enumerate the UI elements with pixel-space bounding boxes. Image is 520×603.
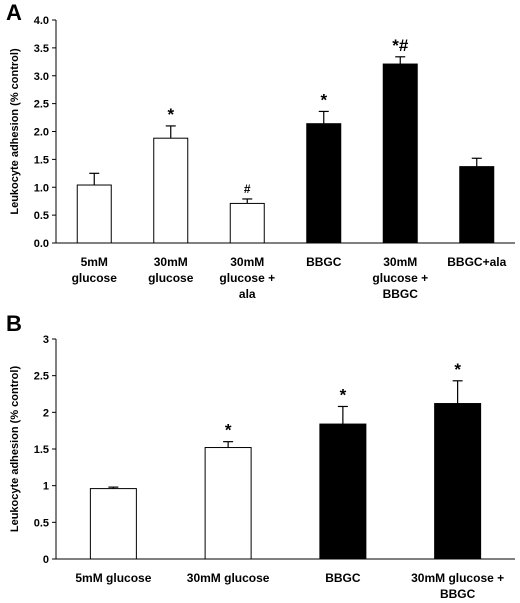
panel-a-y-tick-label: 1.0 [34,182,49,194]
panel-a-bar [459,166,495,244]
panel-a-category-label: 30mM glucose + ala [219,255,275,301]
panel-b-bar [89,488,137,560]
panel-a-significance-mark: * [320,90,327,109]
panel-a-y-tick-label: 0.5 [34,210,49,222]
panel-b-y-tick-label: 2 [43,407,49,419]
chart-panel-b: 0 0.5 1 1.5 2 2.5 3 Leukocyte adhesion (% contr… [9,334,515,601]
panel-a-y-axis-title: Leukocyte adhesion (% control) [9,48,21,215]
panel-b-y-tick-label: 2.5 [34,371,49,383]
panel-b-y-tick-label: 0 [43,554,49,566]
panel-a-bar [76,184,112,244]
panel-a-y-tick-label: 4.0 [34,15,49,27]
panel-letter-b: B [6,311,22,336]
panel-b-bar [319,423,367,560]
panel-a-category-label: 30mM glucose + BBGC [372,255,428,301]
panel-a-bar [306,123,342,244]
panel-a-y-tick-label: 1.5 [34,154,49,166]
panel-a-bar [153,137,189,244]
panel-a-y-tick-label: 3.5 [34,43,49,55]
panel-b-significance-mark: * [340,385,347,404]
panel-b-bar [434,403,482,560]
panel-b-category-label: 30mM glucose + BBGC [411,571,504,601]
panel-b-significance-mark: * [225,421,232,440]
panel-a-bar [382,63,418,244]
panel-a-category-label: BBGC [306,255,342,269]
panel-b-y-tick-label: 0.5 [34,517,49,529]
panel-a-y-tick-label: 0.0 [34,238,49,250]
panel-a-significance-mark: * [167,105,174,124]
panel-a-category-label: BBGC+ala [447,255,506,269]
panel-a-y-tick-label: 3.0 [34,71,49,83]
panel-b-y-tick-label: 1.5 [34,444,49,456]
panel-letter-a: A [6,0,22,25]
panel-a-category-label: 5mM glucose [72,255,118,285]
panel-b-y-tick-label: 3 [43,334,49,346]
panel-b-y-tick-label: 1 [43,481,49,493]
panel-b-significance-mark: * [454,360,461,379]
panel-a-y-tick-label: 2.5 [34,99,49,111]
panel-a-y-tick-label: 2.0 [34,127,49,139]
chart-panel-a: 0.0 0.5 1.0 1.5 2.0 2.5 3.0 3.5 4.0 Leukocyte adh… [9,15,515,301]
panel-a-significance-mark: *# [392,36,409,55]
panel-a-significance-mark: # [244,182,251,196]
panel-a-bar [229,202,265,244]
panel-b-category-label: 5mM glucose [75,571,151,585]
panel-b-category-label: 30mM glucose [187,571,270,585]
panel-b-bar [204,447,252,560]
panel-b-y-axis-title: Leukocyte adhesion (% control) [9,366,21,533]
panel-b-category-label: BBGC [325,571,361,585]
panel-a-category-label: 30mM glucose [148,255,194,285]
